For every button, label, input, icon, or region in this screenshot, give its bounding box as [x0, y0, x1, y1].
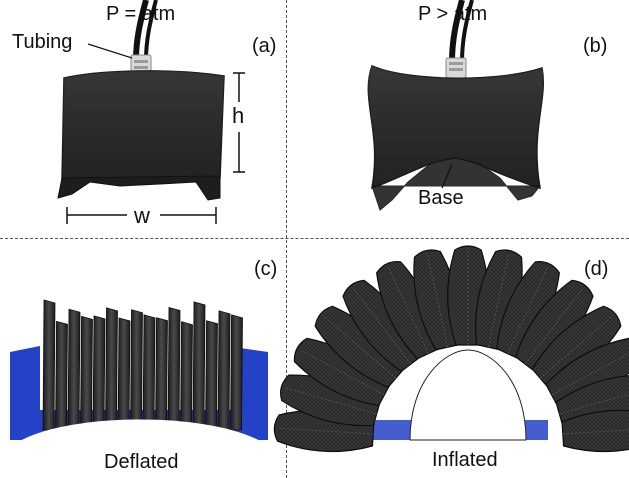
pleat [155, 317, 168, 431]
base-blue-right [240, 348, 268, 440]
pleat [230, 314, 243, 431]
inflated-chambers [273, 245, 629, 453]
inflated-chamber [561, 409, 629, 453]
horizontal-divider [0, 238, 629, 239]
pleat [205, 320, 218, 431]
pleat [142, 314, 156, 431]
panel-c-caption: Deflated [104, 451, 179, 473]
pleated-fabric [42, 299, 243, 431]
pleat [92, 315, 106, 431]
panel-b-tag: (b) [583, 35, 608, 57]
panel-d-caption: Inflated [432, 449, 498, 471]
pleat [167, 307, 181, 431]
width-label: w [134, 203, 150, 228]
pleat [180, 321, 193, 431]
pleat [105, 307, 118, 431]
actuator-base-deflated [57, 175, 221, 201]
pleat [67, 308, 81, 431]
pleat [192, 301, 206, 431]
tubing-hose-b [449, 0, 465, 63]
panel-a-actuator [57, 0, 245, 224]
panel-a-tag: (a) [252, 35, 277, 57]
actuator-base-inflated [371, 157, 542, 211]
tubing-label: Tubing [12, 31, 73, 53]
panel-a-title: P = atm [106, 3, 176, 25]
pleat [55, 320, 68, 431]
height-label: h [232, 103, 245, 128]
pleat [80, 315, 93, 431]
panel-c-array [10, 299, 268, 478]
pleat [42, 299, 56, 431]
pleat [217, 310, 231, 431]
panel-b-title: P > atm [418, 3, 488, 25]
pleat [130, 309, 143, 431]
base-label: Base [418, 187, 464, 209]
vertical-divider [286, 0, 287, 478]
panel-d-fan [273, 245, 629, 453]
panel-d-tag: (d) [584, 258, 609, 280]
panel-c-tag: (c) [254, 258, 278, 280]
panel-b-actuator [367, 0, 544, 211]
pleat [117, 317, 131, 431]
base-blue-left [10, 346, 40, 440]
